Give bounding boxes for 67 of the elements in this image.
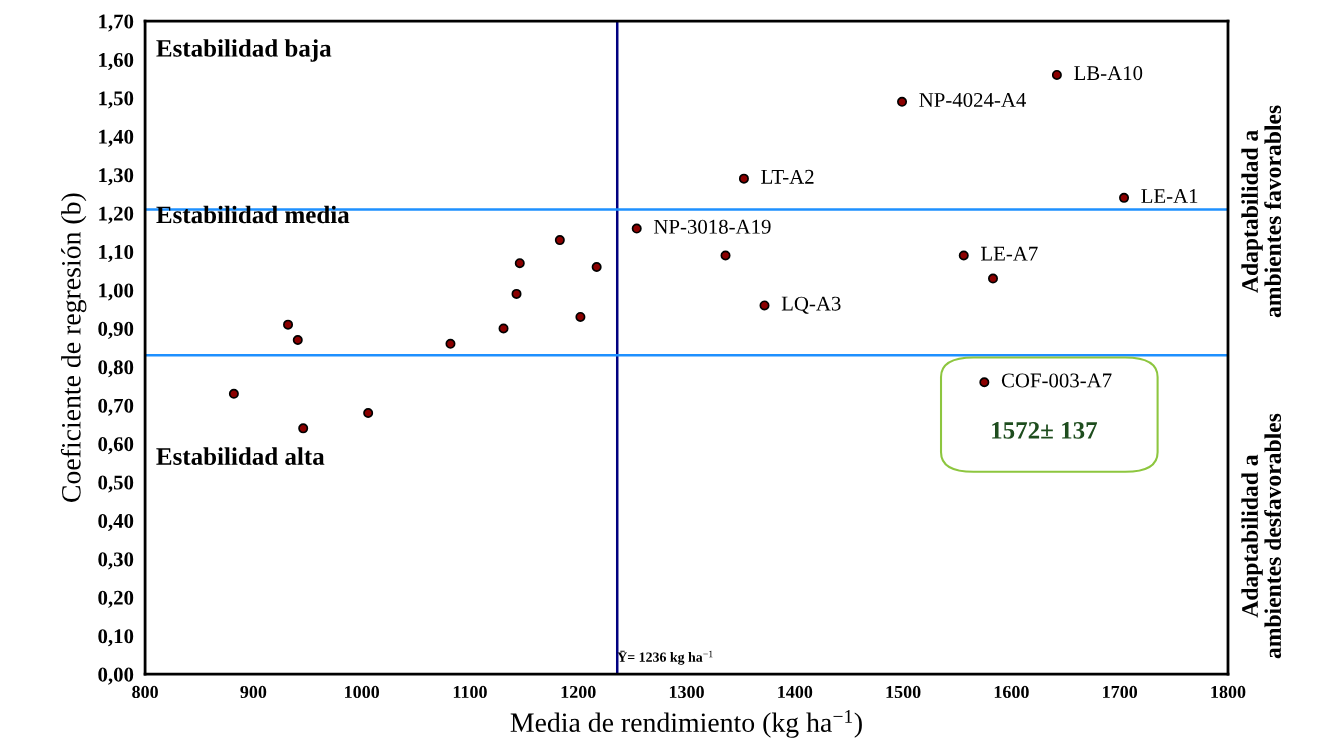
point (575, 311, 586, 322)
x-tick-label: 800 (132, 685, 158, 699)
annotation: NP-3018-A19 (653, 219, 771, 234)
annotation: Estabilidad media (156, 205, 350, 224)
text: Adaptabilidad a ambientes desfavorables (1241, 413, 1282, 659)
point (445, 338, 456, 349)
x-tick-label: 1000 (345, 685, 380, 699)
point (514, 258, 525, 269)
annotation: NP-4024-A4 (919, 92, 1027, 108)
point (979, 377, 990, 388)
point (554, 235, 565, 246)
y-tick-label: 0,20 (98, 590, 134, 608)
point (283, 319, 294, 330)
x-tick-label: 1700 (1103, 685, 1138, 699)
y-tick-label: 1,50 (99, 91, 134, 109)
x-axis-title: Media de rendimiento (kg ha$^{−1}$) (510, 710, 862, 738)
y-tick-label: 0,70 (98, 398, 134, 416)
point (292, 334, 303, 345)
annotation: LT-A2 (761, 169, 814, 184)
x-tick-label: 900 (240, 685, 267, 699)
y-tick-label: 0,60 (98, 437, 134, 455)
y-tick-label: 1,70 (99, 14, 134, 32)
annotation: COF-003-A7 (1001, 373, 1112, 388)
y-tick-label: 1,20 (99, 206, 134, 224)
y-tick-label: 1,30 (99, 168, 134, 186)
point (987, 273, 999, 284)
y-tick-label: 1,00 (99, 283, 134, 301)
annotation: 1572± 137 (992, 422, 1098, 439)
y-tick-label: 0,10 (98, 629, 134, 647)
x-tick-label: 1100 (453, 685, 487, 699)
point (498, 323, 509, 334)
annotation: Estabilidad baja (156, 39, 332, 62)
y-tick-label: 0,30 (98, 552, 134, 570)
y-tick-label: 1,40 (99, 129, 134, 147)
point (363, 407, 374, 418)
x-tick-label: 1400 (778, 685, 813, 699)
annotation: LQ-A3 (781, 296, 841, 314)
y-tick-label: 0,80 (98, 360, 134, 378)
point (298, 423, 309, 434)
point (958, 250, 969, 261)
x-tick-label: 1600 (994, 685, 1029, 699)
annotation: LB-A10 (1074, 66, 1143, 81)
point (631, 223, 642, 234)
x-tick-label: 1300 (669, 685, 704, 699)
point (1119, 192, 1130, 203)
annotation: LE-A1 (1141, 189, 1198, 203)
point (591, 262, 602, 273)
annotation: Estabilidad alta (156, 447, 325, 465)
text: Adaptabilidad a ambientes favorables (1241, 105, 1282, 318)
annotation: LE-A7 (981, 246, 1038, 261)
point (1051, 69, 1062, 80)
x-tick-label: 1200 (561, 685, 596, 699)
y-tick-label: 0,40 (98, 513, 134, 531)
y-tick-label: 1,60 (99, 52, 134, 71)
x-tick-label: 1800 (1211, 685, 1246, 699)
y-tick-label: 0,50 (98, 475, 134, 493)
point (511, 288, 522, 299)
point (228, 388, 239, 399)
point (738, 173, 749, 184)
point (897, 96, 908, 107)
y-tick-label: 0,90 (98, 321, 134, 339)
point (720, 250, 731, 261)
y-axis-title: Coeficiente de regresión (b) (60, 193, 87, 502)
y-tick-label: 1,10 (99, 245, 134, 263)
y-tick-label: 0,00 (98, 667, 134, 685)
x-tick-label: 1500 (886, 685, 921, 699)
point (759, 300, 770, 311)
